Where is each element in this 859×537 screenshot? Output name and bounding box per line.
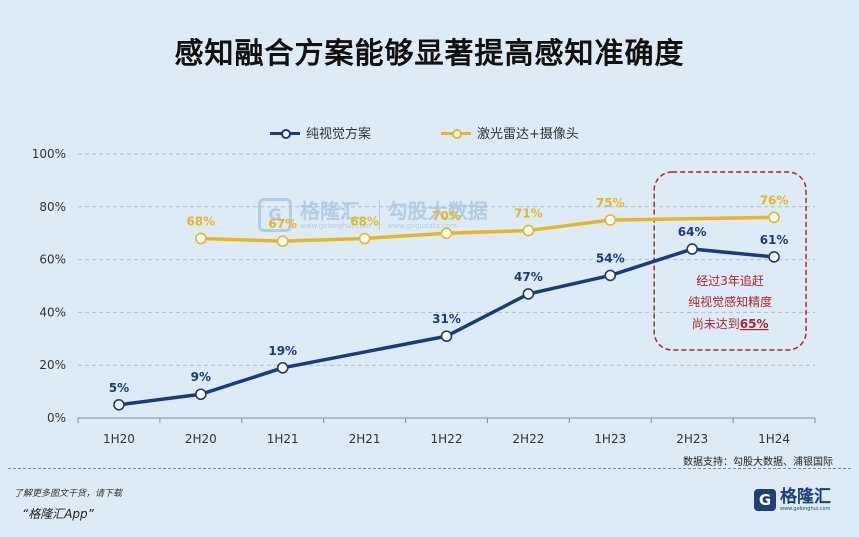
data-label-fusion: 71%	[514, 207, 543, 221]
chart-title: 感知融合方案能够显著提高感知准确度	[174, 36, 685, 70]
x-tick-label: 1H21	[267, 432, 299, 446]
data-label-fusion: 67%	[268, 217, 297, 231]
x-tick-label: 2H21	[349, 432, 381, 446]
legend-item-fusion: 激光雷达+摄像头	[441, 123, 579, 142]
chart-legend: 纯视觉方案 激光雷达+摄像头	[270, 123, 579, 142]
watermark-brand-url: www.gelonghui.com	[300, 222, 371, 230]
x-tick-label: 2H20	[185, 432, 217, 446]
watermark-partner-url: www.gogudata.com	[387, 222, 457, 230]
data-point-fusion	[276, 235, 289, 247]
data-point-vision	[440, 330, 453, 342]
annotation-line-3: 尚未达到65%	[692, 317, 769, 331]
y-tick-label: 80%	[39, 200, 66, 214]
data-label-vision: 61%	[760, 233, 789, 247]
data-label-fusion: 68%	[350, 214, 379, 228]
data-point-fusion	[522, 224, 535, 237]
legend-swatch-vision	[270, 128, 300, 139]
data-label-fusion: 70%	[432, 209, 461, 223]
data-label-fusion: 76%	[760, 193, 789, 207]
legend-item-vision: 纯视觉方案	[270, 123, 371, 142]
data-label-vision: 47%	[514, 270, 543, 284]
data-point-vision	[276, 362, 289, 374]
legend-label-fusion: 激光雷达+摄像头	[477, 127, 579, 142]
data-point-vision	[768, 251, 780, 263]
data-point-vision	[604, 269, 617, 282]
data-point-fusion	[358, 232, 371, 245]
y-tick-label: 100%	[32, 147, 66, 161]
data-label-vision: 5%	[109, 381, 129, 395]
data-point-vision	[686, 243, 698, 255]
annotation-line-1: 经过3年追赶	[696, 273, 764, 288]
footer-note: 了解更多图文干货，请下载	[14, 489, 123, 499]
data-label-fusion: 75%	[596, 196, 625, 210]
legend-label-vision: 纯视觉方案	[306, 127, 372, 142]
footer-app-name: “格隆汇App”	[22, 507, 94, 521]
brand-logo: G 格隆汇 www.gelonghui.com	[754, 488, 831, 512]
watermark-logo-icon: G	[258, 198, 292, 232]
y-tick-label: 20%	[39, 358, 66, 372]
data-point-fusion	[768, 211, 780, 224]
x-tick-label: 2H22	[512, 432, 544, 446]
logo-url: www.gelonghui.com	[780, 506, 831, 512]
source-note: 数据支持：勾股大数据、浦银国际	[683, 457, 833, 468]
x-tick-label: 1H24	[758, 432, 790, 446]
watermark: G 格隆汇 www.gelonghui.com 勾股大数据 www.goguda…	[258, 198, 488, 232]
data-label-vision: 31%	[432, 312, 461, 326]
series-line-vision	[118, 247, 775, 407]
footer-divider	[8, 468, 851, 469]
data-label-fusion: 68%	[186, 214, 215, 228]
data-point-fusion	[604, 214, 617, 226]
legend-swatch-fusion	[441, 128, 472, 139]
logo-name: 格隆汇	[780, 487, 831, 507]
annotation-line-3-prefix: 尚未达到	[692, 317, 740, 331]
data-point-vision	[113, 398, 125, 411]
annotation-line-2: 纯视觉感知精度	[688, 294, 772, 309]
annotation-highlight: 65%	[740, 317, 769, 331]
y-tick-label: 40%	[39, 305, 66, 319]
data-point-fusion	[440, 227, 453, 239]
x-tick-label: 1H22	[431, 432, 463, 446]
watermark-partner: 勾股大数据	[387, 199, 488, 223]
data-point-vision	[195, 388, 207, 401]
data-label-vision: 19%	[268, 344, 297, 358]
y-tick-label: 0%	[47, 411, 66, 425]
watermark-brand: 格隆汇	[300, 199, 360, 223]
x-tick-label: 1H23	[594, 432, 626, 446]
data-label-vision: 54%	[596, 251, 625, 265]
y-tick-label: 60%	[39, 253, 66, 267]
data-label-vision: 9%	[191, 370, 211, 384]
data-label-vision: 64%	[678, 225, 707, 239]
data-point-fusion	[195, 232, 207, 245]
x-tick-label: 2H23	[676, 432, 708, 446]
logo-icon: G	[754, 489, 776, 511]
data-point-vision	[522, 288, 535, 300]
x-tick-label: 1H20	[103, 432, 135, 446]
